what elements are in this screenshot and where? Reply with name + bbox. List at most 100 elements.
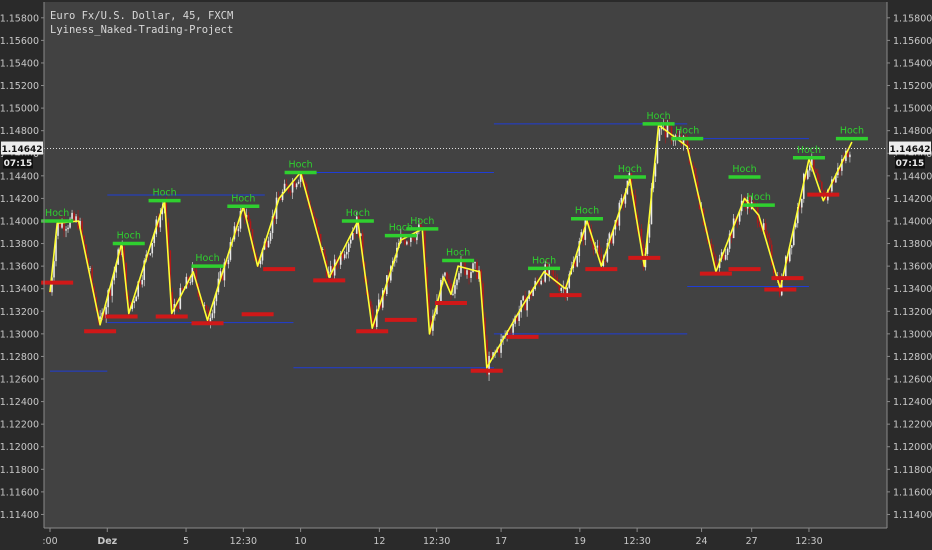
candle-body xyxy=(849,154,851,158)
candle-body xyxy=(77,216,79,229)
candle-body xyxy=(712,251,715,256)
candle-body xyxy=(424,229,426,267)
candle-body xyxy=(480,270,482,284)
candle-body xyxy=(823,190,825,195)
candle-body xyxy=(410,237,412,242)
y-tick-label-right: 1.14800 xyxy=(893,126,932,137)
candle-body xyxy=(752,201,755,204)
candle-body xyxy=(49,292,51,293)
x-tick-label: 24 xyxy=(696,536,708,547)
hoch-label: Hoch xyxy=(575,206,599,217)
x-tick-label: 10 xyxy=(295,536,307,547)
candle-body xyxy=(109,290,111,296)
hoch-label: Hoch xyxy=(675,126,699,137)
candle-body xyxy=(568,274,571,288)
candle-body xyxy=(63,221,65,231)
y-tick-label-left: 1.13400 xyxy=(0,284,39,295)
candle-body xyxy=(71,212,73,219)
candle-body xyxy=(137,281,140,297)
candle-body xyxy=(171,292,174,312)
candle-body xyxy=(833,179,835,183)
candle-body xyxy=(237,228,240,232)
candle-body xyxy=(111,280,113,296)
candle-body xyxy=(654,163,657,177)
candle-body xyxy=(341,253,344,259)
candle-body xyxy=(53,261,55,278)
candle-body xyxy=(373,323,376,327)
candle-body xyxy=(825,194,827,201)
y-tick-label-left: 1.13800 xyxy=(0,239,39,250)
candle-body xyxy=(803,173,805,199)
candle-body xyxy=(149,253,152,255)
y-tick-label-right: 1.12200 xyxy=(893,420,932,431)
candle-body xyxy=(813,158,815,170)
candle-body xyxy=(141,279,144,285)
candle-body xyxy=(123,246,125,263)
candle-body xyxy=(726,248,729,255)
candle-body xyxy=(193,266,196,270)
candle-body xyxy=(377,299,380,310)
candle-body xyxy=(303,180,306,185)
candle-body xyxy=(91,268,93,287)
candle-body xyxy=(548,267,550,275)
time-tag-right: 07:15 xyxy=(896,159,925,169)
candle-body xyxy=(295,183,298,188)
candle-body xyxy=(470,272,472,278)
candle-body xyxy=(788,247,791,262)
candle-body xyxy=(686,140,689,151)
x-tick-label: 12:30 xyxy=(230,536,257,547)
candle-body xyxy=(153,234,156,244)
candle-body xyxy=(426,266,428,294)
y-tick-label-right: 1.15400 xyxy=(893,58,932,69)
candle-body xyxy=(448,279,450,284)
candle-body xyxy=(271,216,274,233)
candle-body xyxy=(119,249,121,256)
candle-body xyxy=(369,301,372,310)
candle-body xyxy=(281,191,284,201)
hoch-label: Hoch xyxy=(618,164,642,175)
candle-body xyxy=(59,220,61,228)
candle-body xyxy=(209,317,212,323)
candle-body xyxy=(213,301,216,314)
candle-body xyxy=(203,305,206,307)
candle-body xyxy=(143,260,146,280)
candle-body xyxy=(416,231,418,241)
candle-body xyxy=(211,313,214,318)
candle-body xyxy=(524,296,526,311)
y-tick-label-left: 1.15200 xyxy=(0,81,39,92)
candle-body xyxy=(255,255,258,260)
hoch-label: Hoch xyxy=(532,255,556,266)
candle-body xyxy=(189,282,192,284)
candle-body xyxy=(538,281,540,285)
candle-body xyxy=(269,232,272,241)
x-tick-label: 12 xyxy=(373,536,385,547)
candle-body xyxy=(474,262,476,264)
candle-body xyxy=(283,183,286,192)
candle-body xyxy=(313,216,316,219)
candle-body xyxy=(648,224,651,238)
y-tick-label-left: 1.13600 xyxy=(0,262,39,273)
candle-body xyxy=(692,165,695,169)
candle-body xyxy=(574,262,577,267)
candle-body xyxy=(730,233,733,239)
candle-body xyxy=(165,203,168,223)
y-tick-label-left: 1.15000 xyxy=(0,104,39,115)
candle-body xyxy=(604,260,607,262)
y-tick-label-right: 1.13800 xyxy=(893,239,932,250)
x-tick-label: :00 xyxy=(42,536,57,547)
candle-body xyxy=(786,256,789,262)
candle-body xyxy=(792,227,795,246)
hoch-label: Hoch xyxy=(410,216,434,227)
candle-body xyxy=(159,214,162,228)
candle-body xyxy=(289,191,292,193)
candle-body xyxy=(89,268,91,269)
candle-body xyxy=(831,179,833,192)
candle-body xyxy=(195,269,198,284)
candle-body xyxy=(794,223,797,228)
candle-body xyxy=(375,309,378,327)
candle-body xyxy=(321,249,324,251)
price-tag-right: 1.14642 xyxy=(890,145,931,155)
candle-body xyxy=(359,233,362,237)
